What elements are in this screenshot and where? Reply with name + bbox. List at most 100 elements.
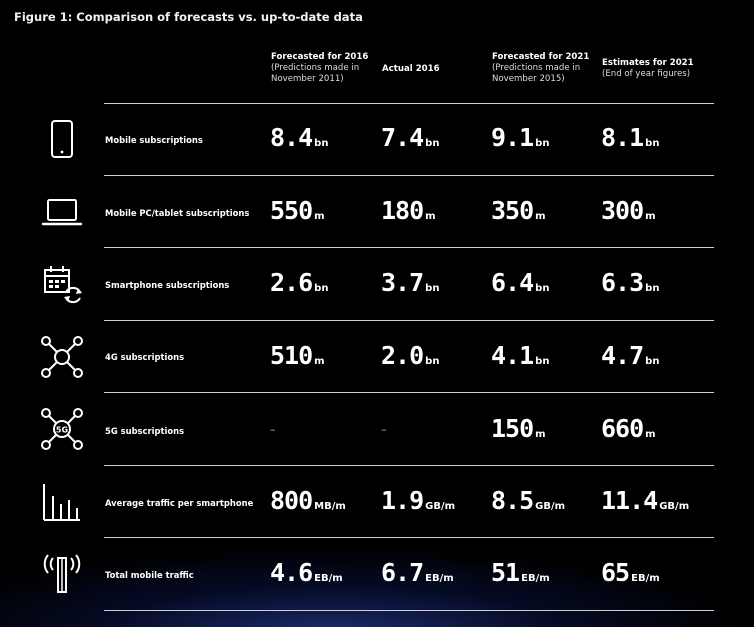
- value-cell: 4.6 EB/m: [270, 558, 343, 587]
- column-header-sub: (End of year figures): [602, 69, 691, 79]
- value-number: 6.4: [491, 268, 534, 297]
- value-unit: EB/m: [521, 573, 550, 584]
- row-divider: [104, 465, 714, 466]
- value-cell: 180 m: [381, 196, 436, 225]
- value-cell: –: [270, 423, 276, 436]
- 5g-icon-text: 5G: [56, 426, 68, 435]
- value-cell: 800 MB/m: [270, 486, 346, 515]
- column-header-title: Forecasted for 2016: [271, 52, 369, 62]
- column-header-title: Actual 2016: [382, 64, 440, 74]
- column-header-sub: November 2011): [271, 74, 344, 84]
- value-cell: 2.6 bn: [270, 268, 328, 297]
- value-unit: bn: [314, 138, 329, 149]
- value-number: –: [381, 423, 387, 436]
- laptop-icon: [41, 199, 83, 226]
- value-number: 4.6: [270, 558, 313, 587]
- value-number: 300: [601, 196, 644, 225]
- row-divider: [104, 247, 714, 248]
- value-number: 350: [491, 196, 534, 225]
- value-unit: bn: [535, 138, 550, 149]
- value-number: 150: [491, 414, 534, 443]
- row-label: 4G subscriptions: [105, 352, 185, 362]
- row-divider: [104, 392, 714, 393]
- value-number: 2.6: [270, 268, 313, 297]
- value-unit: GB/m: [535, 501, 566, 512]
- table-row: Average traffic per smartphone 800 MB/m 1…: [0, 466, 754, 538]
- value-cell: 6.4 bn: [491, 268, 549, 297]
- value-unit: m: [535, 429, 546, 440]
- value-number: 8.5: [491, 486, 534, 515]
- value-cell: 550 m: [270, 196, 325, 225]
- value-unit: GB/m: [425, 501, 456, 512]
- value-number: 180: [381, 196, 424, 225]
- value-number: 550: [270, 196, 313, 225]
- value-cell: 300 m: [601, 196, 656, 225]
- value-unit: bn: [645, 138, 660, 149]
- value-unit: bn: [425, 283, 440, 294]
- row-label: Total mobile traffic: [105, 570, 194, 580]
- value-cell: 1.9 GB/m: [381, 486, 455, 515]
- value-unit: bn: [314, 283, 329, 294]
- table-row: Total mobile traffic 4.6 EB/m 6.7 EB/m 51 E…: [0, 538, 754, 610]
- value-unit: m: [314, 356, 325, 367]
- column-header-forecast-2016: Forecasted for 2016 (Predictions made in…: [271, 52, 368, 85]
- value-unit: GB/m: [659, 501, 690, 512]
- value-number: 800: [270, 486, 313, 515]
- table-row: 4G subscriptions 510 m 2.0 bn 4.1 bn 4.7 bn: [0, 321, 754, 393]
- row-divider: [104, 610, 714, 611]
- value-cell: 65 EB/m: [601, 558, 660, 587]
- value-unit: bn: [645, 356, 660, 367]
- value-cell: 3.7 bn: [381, 268, 439, 297]
- column-header-title: Estimates for 2021: [602, 58, 694, 68]
- row-label: 5G subscriptions: [105, 426, 185, 436]
- value-unit: bn: [535, 356, 550, 367]
- value-number: 6.3: [601, 268, 644, 297]
- row-label: Mobile subscriptions: [105, 135, 203, 145]
- value-unit: bn: [425, 356, 440, 367]
- value-number: 8.1: [601, 123, 644, 152]
- network-node-icon: [41, 336, 83, 378]
- bar-chart-icon: [43, 484, 80, 521]
- row-label: Mobile PC/tablet subscriptions: [105, 208, 250, 218]
- value-unit: MB/m: [314, 501, 346, 512]
- table-row: Mobile subscriptions 8.4 bn 7.4 bn 9.1 bn 8…: [0, 104, 754, 176]
- value-cell: 660 m: [601, 414, 656, 443]
- value-unit: m: [645, 429, 656, 440]
- value-number: 3.7: [381, 268, 424, 297]
- value-number: 9.1: [491, 123, 534, 152]
- value-cell: 150 m: [491, 414, 546, 443]
- value-unit: bn: [535, 283, 550, 294]
- column-header-sub: November 2015): [492, 74, 565, 84]
- value-cell: 4.7 bn: [601, 341, 659, 370]
- value-number: 11.4: [601, 486, 658, 515]
- value-number: 1.9: [381, 486, 424, 515]
- value-number: 6.7: [381, 558, 424, 587]
- antenna-icon: [43, 554, 81, 593]
- value-number: 4.1: [491, 341, 534, 370]
- value-cell: 8.1 bn: [601, 123, 659, 152]
- value-cell: 7.4 bn: [381, 123, 439, 152]
- row-divider: [104, 175, 714, 176]
- column-header-forecast-2021: Forecasted for 2021 (Predictions made in…: [492, 52, 589, 85]
- value-unit: m: [645, 211, 656, 222]
- value-cell: 510 m: [270, 341, 325, 370]
- row-divider: [104, 320, 714, 321]
- value-unit: EB/m: [425, 573, 454, 584]
- column-header-sub: (Predictions made in: [271, 63, 360, 73]
- value-unit: bn: [645, 283, 660, 294]
- table-row: Smartphone subscriptions 2.6 bn 3.7 bn 6.4…: [0, 248, 754, 320]
- smartphone-icon: [51, 120, 73, 158]
- column-header-actual-2016: Actual 2016: [382, 64, 440, 75]
- value-cell: 51 EB/m: [491, 558, 550, 587]
- value-cell: 11.4 GB/m: [601, 486, 689, 515]
- 5g-node-icon: 5G: [41, 408, 83, 450]
- value-number: 51: [491, 558, 520, 587]
- value-cell: 6.7 EB/m: [381, 558, 454, 587]
- value-number: 65: [601, 558, 630, 587]
- value-cell: 350 m: [491, 196, 546, 225]
- row-divider: [104, 103, 714, 104]
- column-header-estimates-2021: Estimates for 2021 (End of year figures): [602, 58, 694, 80]
- value-cell: 8.4 bn: [270, 123, 328, 152]
- value-cell: 9.1 bn: [491, 123, 549, 152]
- value-number: 4.7: [601, 341, 644, 370]
